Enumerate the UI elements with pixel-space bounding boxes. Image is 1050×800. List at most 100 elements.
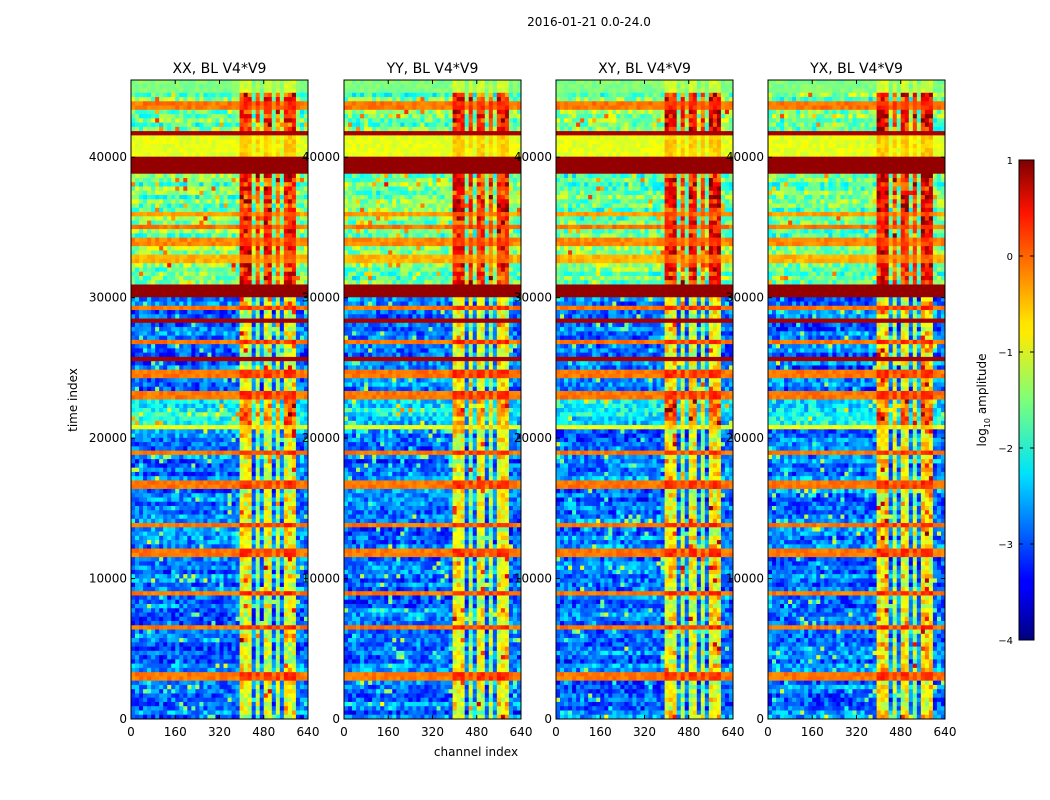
heatmap-cell (264, 276, 268, 281)
heatmap-cell (244, 140, 248, 145)
heatmap-cell (131, 225, 135, 230)
panels: XX, BL V4*V90 160 320 480 640010000200003000… (89, 61, 957, 739)
heatmap-cell (284, 263, 288, 268)
heatmap-cell (203, 289, 207, 294)
heatmap-cell (220, 84, 224, 89)
heatmap-cell (260, 289, 264, 294)
heatmap-cell (276, 157, 280, 162)
heatmap-cell (211, 110, 215, 115)
heatmap-cell (211, 101, 215, 106)
heatmap-cell (199, 212, 203, 217)
heatmap-cell (179, 293, 183, 298)
heatmap-cell (211, 131, 215, 136)
heatmap-cell (224, 284, 228, 289)
heatmap-cell (207, 242, 211, 247)
heatmap-cell (167, 242, 171, 247)
heatmap-cell (248, 131, 252, 136)
heatmap-cell (284, 157, 288, 162)
heatmap-cell (131, 293, 135, 298)
heatmap-cell (151, 187, 155, 192)
heatmap-cell (195, 161, 199, 166)
heatmap-cell (224, 127, 228, 132)
heatmap-cell (139, 127, 143, 132)
heatmap-cell (151, 233, 155, 238)
heatmap-cell (252, 157, 256, 162)
heatmap-cell (211, 221, 215, 226)
heatmap-cell (232, 238, 236, 243)
heatmap-cell (195, 272, 199, 277)
heatmap-cell (179, 250, 183, 255)
heatmap-cell (163, 110, 167, 115)
heatmap-cell (207, 127, 211, 132)
heatmap-cell (296, 191, 300, 196)
heatmap-cell (215, 293, 219, 298)
heatmap-cell (228, 246, 232, 251)
heatmap-cell (300, 233, 304, 238)
heatmap-cell (171, 127, 175, 132)
heatmap-cell (215, 280, 219, 285)
heatmap-cell (135, 89, 139, 94)
heatmap-cell (155, 89, 159, 94)
heatmap-cell (147, 135, 151, 140)
heatmap-cell (143, 225, 147, 230)
heatmap-cell (175, 89, 179, 94)
heatmap-cell (292, 191, 296, 196)
heatmap-cell (195, 84, 199, 89)
heatmap-cell (191, 284, 195, 289)
heatmap-cell (207, 259, 211, 264)
heatmap-cell (139, 246, 143, 251)
heatmap-cell (191, 216, 195, 221)
heatmap-cell (224, 229, 228, 234)
heatmap-cell (135, 161, 139, 166)
heatmap-cell (207, 106, 211, 111)
heatmap-cell (260, 199, 264, 204)
heatmap-cell (284, 114, 288, 119)
heatmap-cell (260, 93, 264, 98)
heatmap-cell (207, 221, 211, 226)
heatmap-cell (256, 89, 260, 94)
heatmap-cell (187, 263, 191, 268)
heatmap-cell (151, 161, 155, 166)
heatmap-cell (211, 123, 215, 128)
heatmap-cell (244, 127, 248, 132)
heatmap-cell (300, 93, 304, 98)
heatmap-cell (139, 293, 143, 298)
heatmap-cell (187, 101, 191, 106)
heatmap-cell (175, 259, 179, 264)
heatmap-cell (256, 212, 260, 217)
heatmap-cell (167, 169, 171, 174)
heatmap-cell (211, 118, 215, 123)
heatmap-cell (167, 233, 171, 238)
heatmap-cell (171, 178, 175, 183)
heatmap-cell (179, 123, 183, 128)
heatmap-cell (183, 110, 187, 115)
heatmap-cell (207, 144, 211, 149)
heatmap-cell (187, 246, 191, 251)
heatmap-cell (272, 93, 276, 98)
heatmap-cell (139, 101, 143, 106)
heatmap-cell (232, 144, 236, 149)
heatmap-cell (187, 204, 191, 209)
heatmap-cell (248, 127, 252, 132)
heatmap-cell (260, 272, 264, 277)
heatmap-cell (256, 157, 260, 162)
heatmap-cell (284, 289, 288, 294)
heatmap-cell (232, 118, 236, 123)
heatmap-cell (199, 221, 203, 226)
heatmap-cell (232, 161, 236, 166)
heatmap-cell (280, 204, 284, 209)
heatmap-cell (300, 110, 304, 115)
heatmap-cell (147, 216, 151, 221)
heatmap-cell (195, 191, 199, 196)
heatmap-cell (155, 242, 159, 247)
heatmap-cell (248, 263, 252, 268)
heatmap-cell (284, 221, 288, 226)
heatmap-cell (179, 255, 183, 260)
heatmap-cell (147, 131, 151, 136)
heatmap-cell (171, 97, 175, 102)
heatmap-cell (143, 84, 147, 89)
heatmap-cell (183, 127, 187, 132)
heatmap-cell (244, 199, 248, 204)
heatmap-cell (228, 84, 232, 89)
heatmap-cell (215, 152, 219, 157)
